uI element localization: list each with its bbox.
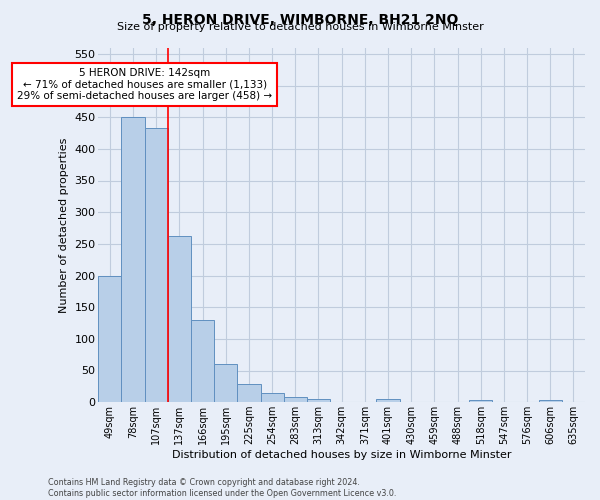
Y-axis label: Number of detached properties: Number of detached properties xyxy=(59,137,69,312)
Bar xyxy=(539,400,562,402)
Bar xyxy=(307,399,330,402)
Bar xyxy=(469,400,492,402)
Text: 5, HERON DRIVE, WIMBORNE, BH21 2NQ: 5, HERON DRIVE, WIMBORNE, BH21 2NQ xyxy=(142,12,458,26)
Bar xyxy=(191,320,214,402)
Bar xyxy=(145,128,168,402)
Bar xyxy=(121,116,145,402)
Text: Contains HM Land Registry data © Crown copyright and database right 2024.
Contai: Contains HM Land Registry data © Crown c… xyxy=(48,478,397,498)
Bar xyxy=(284,397,307,402)
Bar xyxy=(98,276,121,402)
Bar xyxy=(376,399,400,402)
Bar xyxy=(260,394,284,402)
X-axis label: Distribution of detached houses by size in Wimborne Minster: Distribution of detached houses by size … xyxy=(172,450,511,460)
Bar xyxy=(238,384,260,402)
Bar xyxy=(168,236,191,402)
Text: 5 HERON DRIVE: 142sqm
← 71% of detached houses are smaller (1,133)
29% of semi-d: 5 HERON DRIVE: 142sqm ← 71% of detached … xyxy=(17,68,272,101)
Text: Size of property relative to detached houses in Wimborne Minster: Size of property relative to detached ho… xyxy=(116,22,484,32)
Bar xyxy=(214,364,238,402)
